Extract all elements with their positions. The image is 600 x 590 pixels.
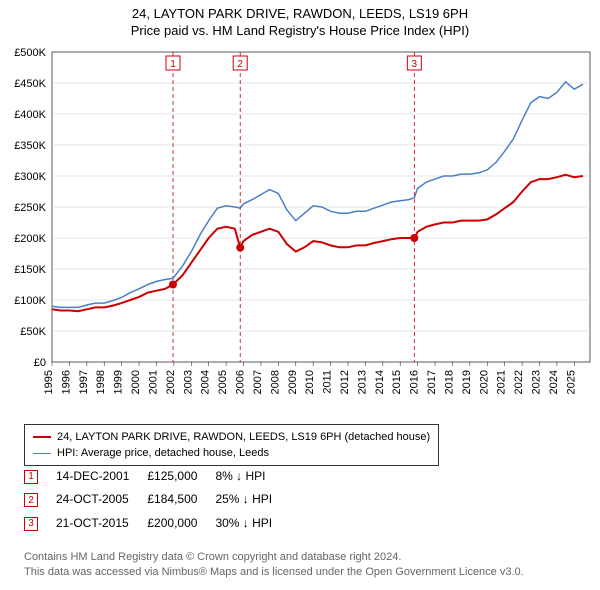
x-tick-label: 2002	[165, 370, 177, 394]
sale-row: 2 24-OCT-2005£184,50025% ↓ HPI	[24, 488, 290, 512]
legend-swatch	[33, 436, 51, 438]
x-tick-label: 2020	[478, 370, 490, 394]
x-tick-label: 2008	[269, 370, 281, 394]
x-tick-label: 1995	[43, 370, 55, 394]
x-tick-label: 2007	[252, 370, 264, 394]
x-tick-label: 2001	[147, 370, 159, 394]
event-marker-label: 1	[170, 59, 176, 70]
x-tick-label: 2009	[287, 370, 299, 394]
x-tick-label: 2017	[426, 370, 438, 394]
legend-label: 24, LAYTON PARK DRIVE, RAWDON, LEEDS, LS…	[57, 431, 430, 443]
chart-area: £0 £50K £100K £150K £200K £250K £300K £350K £400…	[0, 46, 600, 416]
sale-price: £125,000	[147, 464, 215, 488]
chart-titles: 24, LAYTON PARK DRIVE, RAWDON, LEEDS, LS…	[0, 0, 600, 38]
sale-price: £184,500	[147, 488, 215, 512]
sale-marker: 2	[24, 493, 38, 507]
x-tick-label: 2013	[356, 370, 368, 394]
event-marker-label: 2	[237, 59, 243, 70]
x-tick-label: 2016	[409, 370, 421, 394]
sale-delta: 25% ↓ HPI	[215, 488, 290, 512]
x-tick-label: 2022	[513, 370, 525, 394]
legend-label: HPI: Average price, detached house, Leed…	[57, 447, 269, 459]
legend-swatch	[33, 453, 51, 454]
sale-row: 1 14-DEC-2001£125,0008% ↓ HPI	[24, 464, 290, 488]
event-marker-label: 3	[412, 59, 418, 70]
x-tick-label: 2018	[443, 370, 455, 394]
x-tick-label: 1998	[95, 370, 107, 394]
sales-table: 1 14-DEC-2001£125,0008% ↓ HPI 2 24-OCT-2005…	[24, 464, 290, 535]
y-tick-label: £150K	[14, 264, 46, 276]
y-tick-label: £100K	[14, 295, 46, 307]
x-tick-label: 2012	[339, 370, 351, 394]
x-tick-label: 2015	[391, 370, 403, 394]
x-tick-label: 1999	[113, 370, 125, 394]
sale-date: 24-OCT-2005	[56, 488, 147, 512]
x-tick-label: 2019	[461, 370, 473, 394]
y-tick-label: £0	[34, 357, 46, 369]
x-tick-label: 2004	[200, 370, 212, 394]
footer-line2: This data was accessed via Nimbus® Maps …	[24, 565, 524, 580]
x-tick-label: 2006	[235, 370, 247, 394]
x-tick-label: 2025	[565, 370, 577, 394]
title-address: 24, LAYTON PARK DRIVE, RAWDON, LEEDS, LS…	[0, 6, 600, 21]
y-tick-label: £50K	[20, 326, 46, 338]
y-tick-label: £200K	[14, 233, 46, 245]
footer: Contains HM Land Registry data © Crown c…	[24, 550, 524, 580]
sale-delta: 30% ↓ HPI	[215, 511, 290, 535]
title-sub: Price paid vs. HM Land Registry's House …	[0, 23, 600, 38]
x-tick-label: 2011	[322, 370, 334, 394]
y-tick-label: £300K	[14, 171, 46, 183]
x-tick-label: 2021	[496, 370, 508, 394]
sale-price: £200,000	[147, 511, 215, 535]
sale-row: 3 21-OCT-2015£200,00030% ↓ HPI	[24, 511, 290, 535]
chart-svg: £0 £50K £100K £150K £200K £250K £300K £350K £400…	[0, 46, 600, 416]
x-tick-label: 1996	[60, 370, 72, 394]
y-tick-label: £500K	[14, 47, 46, 59]
y-tick-label: £350K	[14, 140, 46, 152]
sale-marker: 1	[24, 470, 38, 484]
y-tick-label: £250K	[14, 202, 46, 214]
x-tick-label: 2003	[182, 370, 194, 394]
x-tick-label: 2014	[374, 370, 386, 394]
x-tick-label: 2024	[548, 370, 560, 394]
legend-row: 24, LAYTON PARK DRIVE, RAWDON, LEEDS, LS…	[33, 429, 430, 445]
y-tick-label: £400K	[14, 109, 46, 121]
legend-row: HPI: Average price, detached house, Leed…	[33, 445, 430, 461]
x-tick-label: 2010	[304, 370, 316, 394]
sale-date: 21-OCT-2015	[56, 511, 147, 535]
sale-marker: 3	[24, 517, 38, 531]
x-tick-label: 2005	[217, 370, 229, 394]
y-tick-label: £450K	[14, 78, 46, 90]
x-tick-label: 2023	[531, 370, 543, 394]
footer-line1: Contains HM Land Registry data © Crown c…	[24, 550, 524, 565]
legend: 24, LAYTON PARK DRIVE, RAWDON, LEEDS, LS…	[24, 424, 439, 466]
sale-delta: 8% ↓ HPI	[215, 464, 290, 488]
x-tick-label: 2000	[130, 370, 142, 394]
x-tick-label: 1997	[78, 370, 90, 394]
sale-date: 14-DEC-2001	[56, 464, 147, 488]
